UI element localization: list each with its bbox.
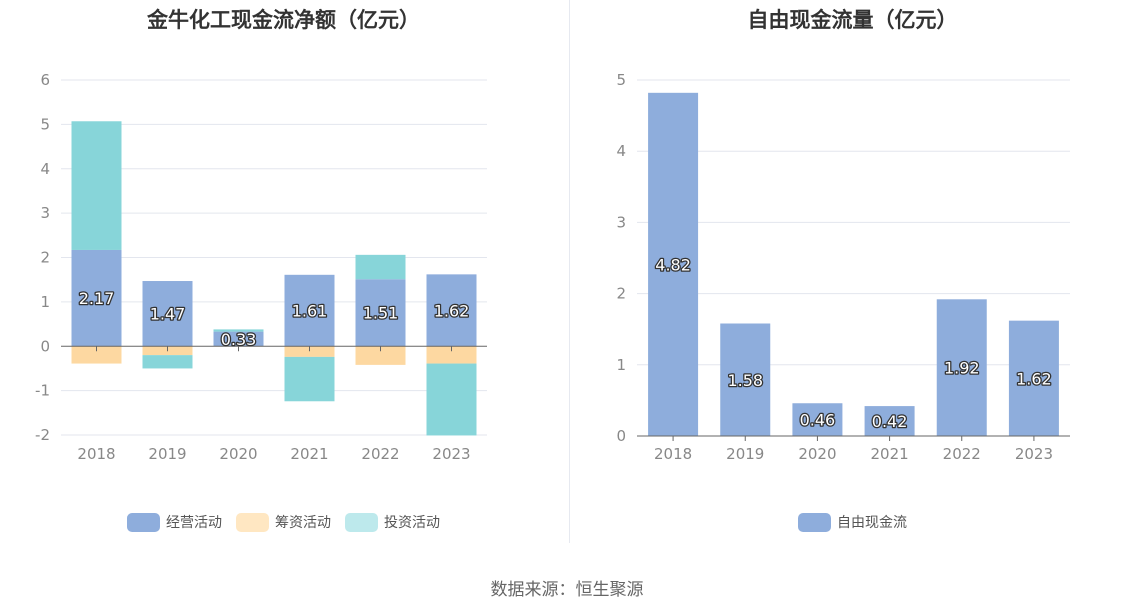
x-tick-label-2023: 2023 bbox=[432, 445, 470, 463]
bar-2018-2[interactable] bbox=[71, 346, 122, 364]
data-label-2018: 4.82 bbox=[655, 255, 691, 274]
data-label-2020: 0.33 bbox=[221, 330, 257, 349]
data-label-2023: 1.62 bbox=[434, 301, 470, 320]
x-tick-label-2019: 2019 bbox=[148, 445, 186, 463]
y-tick-label: -1 bbox=[35, 382, 50, 400]
bar-2021-3[interactable] bbox=[284, 356, 335, 402]
data-label-2022: 1.92 bbox=[944, 359, 980, 378]
bar-2021-2[interactable] bbox=[284, 346, 335, 357]
free-cash-flow-chart-canvas: 5 4 3 2 1 0 2018 2019 2020 2021 2022 2023 4.82 1.58 0.… bbox=[616, 71, 1070, 463]
legend-item-financing[interactable]: 筹资活动 bbox=[236, 512, 331, 532]
bar-2023-1[interactable] bbox=[1008, 320, 1059, 436]
data-label-2018: 2.17 bbox=[79, 289, 115, 308]
legend-label-operating: 经营活动 bbox=[166, 515, 222, 531]
data-label-2021: 1.61 bbox=[292, 302, 328, 321]
y-tick-label: 1 bbox=[40, 293, 50, 311]
y-tick-label: -2 bbox=[35, 426, 50, 444]
legend-label-free-cash-flow: 自由现金流 bbox=[837, 515, 907, 531]
y-tick-label: 5 bbox=[40, 115, 50, 133]
bar-2020-1[interactable] bbox=[213, 331, 264, 347]
x-tick-label-2021: 2021 bbox=[290, 445, 328, 463]
x-tick-label-2018: 2018 bbox=[654, 445, 692, 463]
legend-swatch-financing bbox=[236, 512, 269, 532]
bar-2021-1[interactable] bbox=[864, 406, 915, 436]
data-label-2019: 1.58 bbox=[727, 371, 763, 390]
legend-item-operating[interactable]: 经营活动 bbox=[127, 512, 222, 532]
bar-2019-1[interactable] bbox=[720, 323, 771, 436]
bar-2018-3[interactable] bbox=[71, 121, 122, 250]
y-tick-label: 4 bbox=[616, 142, 626, 160]
data-source-note: 数据来源：恒生聚源 bbox=[490, 580, 644, 600]
data-label-2019: 1.47 bbox=[150, 305, 186, 324]
data-label-2023: 1.62 bbox=[1016, 369, 1052, 388]
panel-divider bbox=[569, 0, 570, 543]
legend-swatch-free-cash-flow bbox=[798, 512, 831, 532]
legend-free-cash-flow: 自由现金流 bbox=[571, 512, 1134, 532]
x-tick-label-2023: 2023 bbox=[1015, 445, 1053, 463]
chart-panel-free-cash-flow: 自由现金流量（亿元） 5 4 3 2 1 0 2018 2019 2020 2021 2022 202… bbox=[571, 0, 1134, 545]
legend-label-investing: 投资活动 bbox=[384, 515, 440, 531]
y-tick-label: 0 bbox=[40, 337, 50, 355]
chart-panel-cash-flow: 金牛化工现金流净额（亿元） 6 5 4 3 2 1 0 -1 -2 2018 2019 2020 202… bbox=[0, 0, 567, 545]
bar-2021-1[interactable] bbox=[284, 274, 335, 347]
y-tick-label: 3 bbox=[616, 213, 626, 231]
bar-2023-3[interactable] bbox=[426, 363, 477, 436]
y-tick-label: 1 bbox=[616, 356, 626, 374]
bar-2020-3[interactable] bbox=[213, 329, 264, 332]
bar-2022-1[interactable] bbox=[936, 299, 987, 436]
legend-item-investing[interactable]: 投资活动 bbox=[345, 512, 440, 532]
bar-2022-1[interactable] bbox=[355, 279, 406, 347]
legend-label-financing: 筹资活动 bbox=[275, 515, 331, 531]
bar-2023-2[interactable] bbox=[426, 346, 477, 364]
data-label-2022: 1.51 bbox=[363, 304, 399, 323]
x-tick-label-2018: 2018 bbox=[77, 445, 115, 463]
data-label-2020: 0.46 bbox=[800, 411, 836, 430]
x-tick-label-2019: 2019 bbox=[726, 445, 764, 463]
bar-2023-1[interactable] bbox=[426, 274, 477, 347]
bar-2022-2[interactable] bbox=[355, 346, 406, 365]
cash-flow-chart-canvas: 6 5 4 3 2 1 0 -1 -2 2018 2019 2020 2021 2022 2023 2.17 1… bbox=[35, 71, 487, 463]
legend-swatch-investing bbox=[345, 512, 378, 532]
y-tick-label: 4 bbox=[40, 160, 50, 178]
chart-title-free-cash-flow: 自由现金流量（亿元） bbox=[747, 8, 958, 32]
bar-2019-3[interactable] bbox=[142, 355, 193, 369]
data-label-2021: 0.42 bbox=[872, 412, 908, 431]
x-tick-label-2022: 2022 bbox=[943, 445, 981, 463]
x-tick-label-2021: 2021 bbox=[870, 445, 908, 463]
y-tick-label: 3 bbox=[40, 204, 50, 222]
bar-2020-1[interactable] bbox=[792, 403, 843, 436]
bar-2018-1[interactable] bbox=[648, 92, 699, 436]
bar-2019-1[interactable] bbox=[142, 281, 193, 347]
y-tick-label: 2 bbox=[616, 285, 626, 303]
y-tick-label: 2 bbox=[40, 249, 50, 267]
y-tick-label: 6 bbox=[40, 71, 50, 89]
bar-2018-1[interactable] bbox=[71, 249, 122, 347]
x-tick-label-2022: 2022 bbox=[361, 445, 399, 463]
y-tick-label: 5 bbox=[616, 71, 626, 89]
x-tick-label-2020: 2020 bbox=[798, 445, 836, 463]
chart-title-cash-flow: 金牛化工现金流净额（亿元） bbox=[147, 8, 420, 32]
legend-swatch-operating bbox=[127, 512, 160, 532]
x-tick-label-2020: 2020 bbox=[219, 445, 257, 463]
legend-cash-flow: 经营活动 筹资活动 投资活动 bbox=[0, 512, 567, 532]
y-tick-label: 0 bbox=[616, 427, 626, 445]
bar-2022-3[interactable] bbox=[355, 254, 406, 280]
legend-item-free-cash-flow[interactable]: 自由现金流 bbox=[798, 512, 907, 532]
